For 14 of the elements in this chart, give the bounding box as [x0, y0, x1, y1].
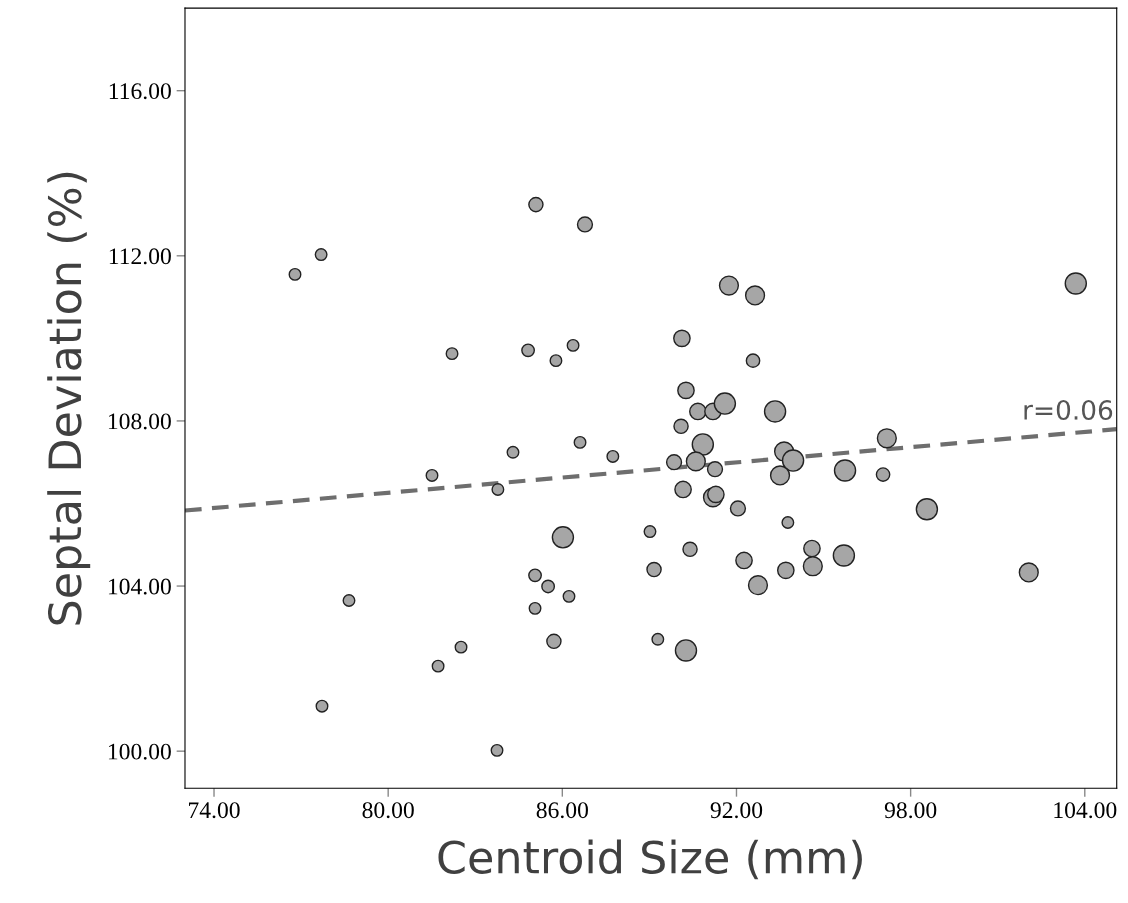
- x-tick-label: 74.00: [189, 802, 240, 819]
- x-tick-label: 86.00: [536, 802, 588, 819]
- y-tick-label: 100.00: [108, 743, 171, 760]
- y-tick-label: 112.00: [109, 248, 171, 265]
- y-axis-title: Septal Deviation (%): [47, 172, 91, 625]
- x-tick-label: 80.00: [362, 802, 414, 819]
- x-tick-label: 104.00: [1054, 802, 1117, 819]
- x-tick-label: 98.00: [884, 802, 937, 819]
- y-tick-label: 104.00: [108, 578, 171, 595]
- y-tick-label: 116.00: [109, 83, 171, 100]
- x-axis-title: Centroid Size (mm): [438, 839, 862, 880]
- annotation: r=0.06: [1024, 399, 1113, 420]
- y-tick-label: 108.00: [108, 413, 171, 430]
- x-tick-label: 92.00: [710, 802, 763, 819]
